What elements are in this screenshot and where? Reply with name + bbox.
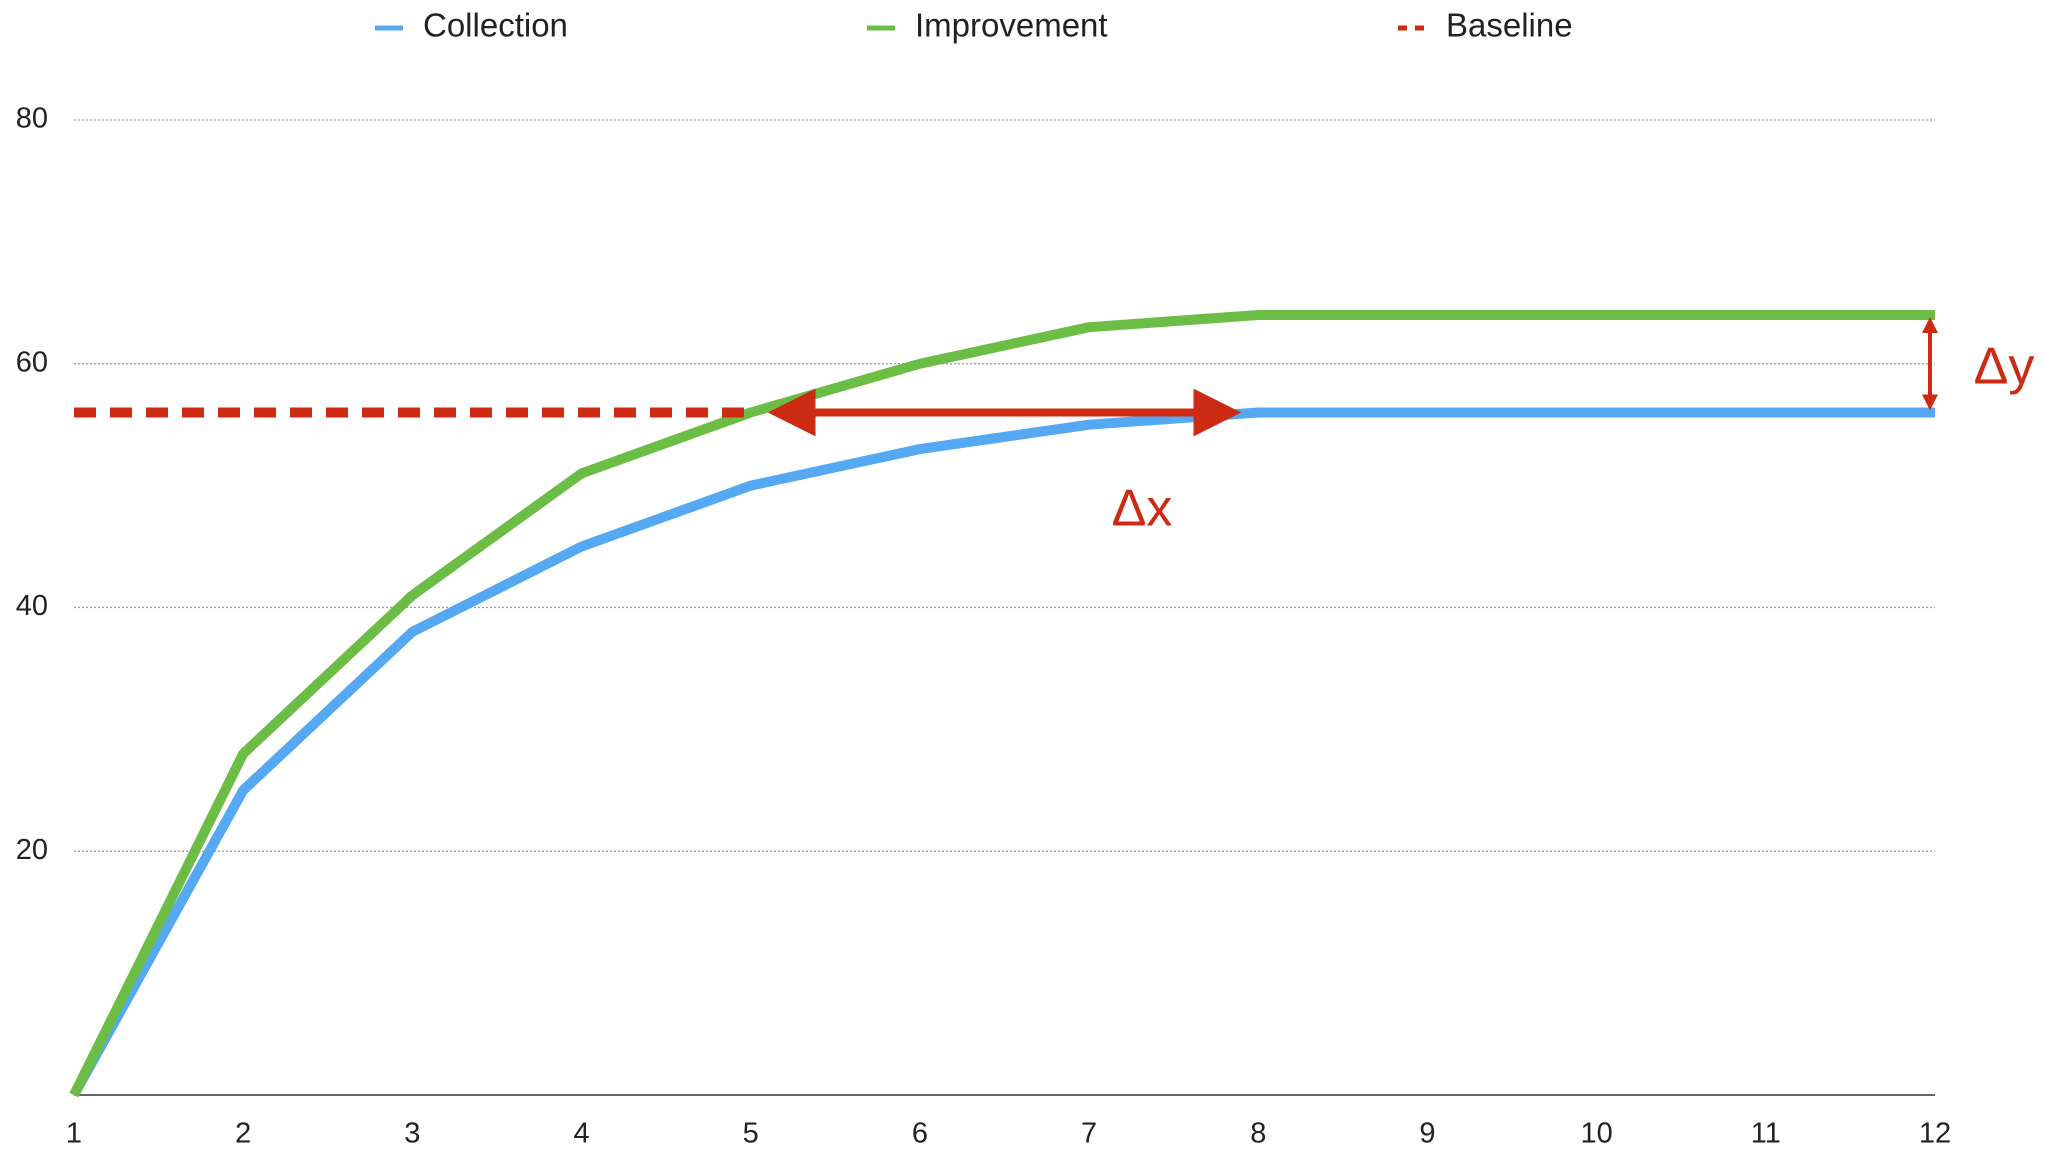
x-tick-label: 5 <box>743 1118 759 1150</box>
x-tick-label: 11 <box>1751 1118 1781 1150</box>
x-tick-label: 9 <box>1419 1118 1435 1150</box>
x-tick-label: 6 <box>912 1118 928 1150</box>
x-tick-label: 1 <box>66 1118 82 1150</box>
x-tick-label: 4 <box>573 1118 589 1150</box>
y-tick-label: 80 <box>16 103 48 135</box>
y-tick-label: 40 <box>16 590 48 622</box>
legend-label: Baseline <box>1446 7 1573 44</box>
annotation: Δx <box>1112 480 1173 538</box>
y-tick-label: 60 <box>16 346 48 378</box>
legend-label: Collection <box>423 7 568 44</box>
y-tick-label: 20 <box>16 834 48 866</box>
series-line <box>69 407 1935 1098</box>
x-tick-label: 2 <box>235 1118 251 1150</box>
x-tick-label: 8 <box>1250 1118 1266 1150</box>
legend-label: Improvement <box>915 7 1108 44</box>
x-tick-label: 12 <box>1919 1118 1951 1150</box>
x-tick-label: 3 <box>404 1118 420 1150</box>
x-tick-label: 7 <box>1081 1118 1097 1150</box>
x-tick-label: 10 <box>1581 1118 1613 1150</box>
annotation: Δy <box>1974 338 2035 396</box>
series-line <box>69 310 1935 1098</box>
